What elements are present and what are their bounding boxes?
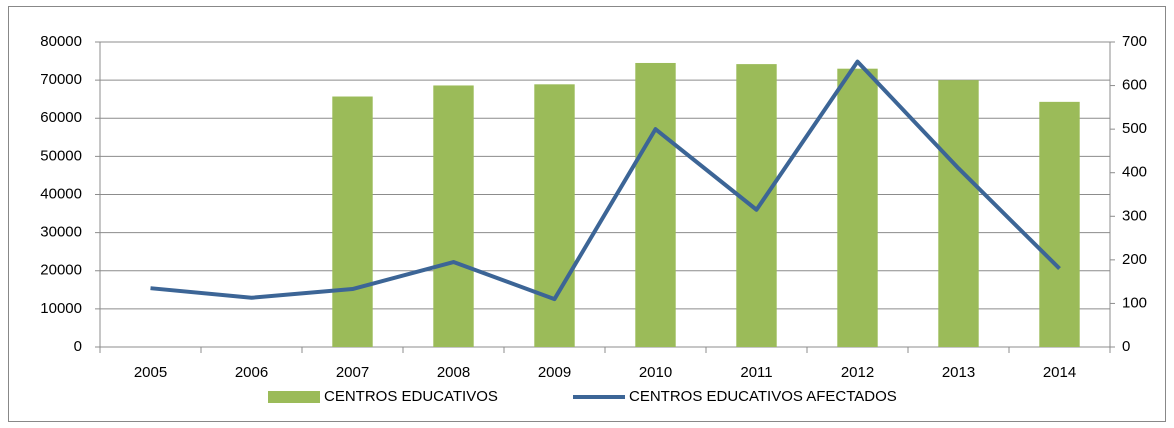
bar bbox=[534, 84, 575, 347]
y2-tick-label: 0 bbox=[1122, 338, 1130, 355]
x-tick-label: 2009 bbox=[538, 364, 571, 381]
y-tick-label: 70000 bbox=[40, 71, 82, 88]
x-tick-label: 2007 bbox=[336, 364, 369, 381]
legend-swatch bbox=[268, 391, 320, 403]
bar bbox=[635, 62, 676, 347]
bar bbox=[736, 64, 777, 348]
y2-tick-label: 200 bbox=[1122, 251, 1147, 268]
legend-label: CENTROS EDUCATIVOS bbox=[324, 388, 498, 405]
bar bbox=[837, 68, 878, 347]
y-tick-label: 60000 bbox=[40, 109, 82, 126]
y2-tick-label: 400 bbox=[1122, 164, 1147, 181]
y-tick-label: 0 bbox=[74, 338, 82, 355]
y-tick-label: 40000 bbox=[40, 185, 82, 202]
x-tick-label: 2005 bbox=[134, 364, 167, 381]
legend-label: CENTROS EDUCATIVOS AFECTADOS bbox=[629, 388, 897, 405]
x-tick-label: 2013 bbox=[942, 364, 975, 381]
y2-tick-label: 500 bbox=[1122, 120, 1147, 137]
x-tick-label: 2006 bbox=[235, 364, 268, 381]
y2-tick-label: 100 bbox=[1122, 294, 1147, 311]
x-tick-label: 2014 bbox=[1043, 364, 1076, 381]
bar bbox=[332, 96, 373, 347]
x-tick-label: 2011 bbox=[740, 364, 772, 381]
y-tick-label: 50000 bbox=[40, 147, 82, 164]
y-tick-label: 80000 bbox=[40, 33, 82, 50]
x-tick-label: 2012 bbox=[841, 364, 874, 381]
y-tick-label: 20000 bbox=[40, 262, 82, 279]
y2-tick-label: 600 bbox=[1122, 77, 1147, 94]
bar bbox=[1039, 101, 1080, 347]
bar bbox=[938, 80, 979, 347]
line bbox=[150, 59, 1061, 302]
x-tick-label: 2010 bbox=[639, 364, 672, 381]
x-tick-label: 2008 bbox=[437, 364, 470, 381]
y2-tick-label: 700 bbox=[1122, 33, 1147, 50]
bar bbox=[433, 85, 474, 348]
y-tick-label: 10000 bbox=[40, 300, 82, 317]
chart-border bbox=[8, 6, 1166, 422]
y-tick-label: 30000 bbox=[40, 224, 82, 241]
y2-tick-label: 300 bbox=[1122, 207, 1147, 224]
